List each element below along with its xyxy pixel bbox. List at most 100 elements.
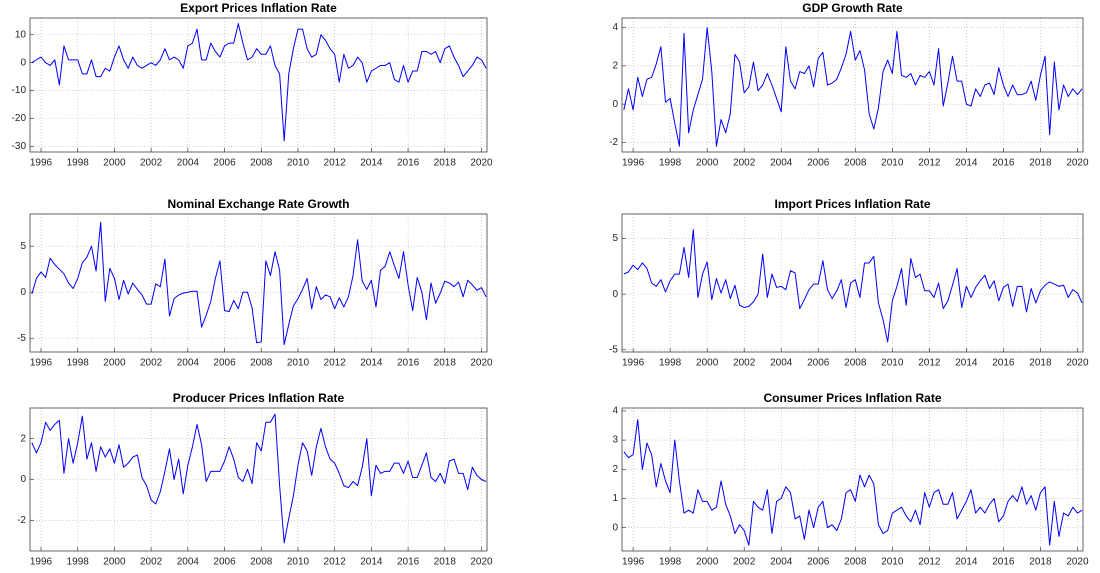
x-tick-label: 2016 [992,557,1015,568]
y-tick-label: 1 [612,493,618,504]
x-tick-label: 2016 [397,557,420,568]
x-tick-label: 2020 [470,358,493,369]
chart-title: Export Prices Inflation Rate [180,1,337,15]
y-tick-label: 5 [20,241,26,252]
x-tick-label: 2000 [103,557,126,568]
x-tick-label: 1998 [659,557,682,568]
x-tick-label: 2004 [177,557,200,568]
x-tick-label: 2002 [733,158,756,169]
y-tick-label: 0 [20,474,26,485]
x-tick-label: 2018 [1029,557,1052,568]
x-tick-label: 2018 [434,158,457,169]
y-tick-label: 0 [612,289,618,300]
x-tick-label: 2008 [844,557,867,568]
series-line [623,229,1083,343]
x-tick-label: 2016 [992,158,1015,169]
axes-box [621,407,1084,552]
y-tick-label: 0 [612,99,618,110]
x-tick-label: 2002 [140,358,163,369]
y-tick-label: -5 [609,344,618,355]
x-tick-label: 2010 [881,158,904,169]
x-tick-label: 2000 [696,358,719,369]
x-tick-label: 2018 [1029,158,1052,169]
x-tick-label: 2000 [696,557,719,568]
x-tick-label: 2014 [955,358,978,369]
x-tick-label: 2006 [807,158,830,169]
y-tick-label: 0 [20,287,26,298]
x-tick-label: 2016 [992,358,1015,369]
y-tick-label: 5 [612,233,618,244]
x-tick-label: 2020 [1066,358,1089,369]
y-tick-label: 2 [612,464,618,475]
x-tick-label: 2006 [213,158,236,169]
x-tick-label: 2010 [287,358,310,369]
x-tick-label: 1998 [659,158,682,169]
axes-box [29,213,488,353]
x-tick-label: 2020 [1066,158,1089,169]
x-tick-label: 2004 [177,158,200,169]
y-tick-label: 0 [612,522,618,533]
x-tick-label: 2020 [1066,557,1089,568]
x-tick-label: 2004 [770,557,793,568]
x-tick-label: 2012 [918,557,941,568]
x-tick-label: 2012 [324,158,347,169]
x-tick-label: 2014 [955,158,978,169]
x-tick-label: 2008 [250,358,273,369]
x-tick-label: 1996 [30,557,53,568]
x-tick-label: 2000 [103,158,126,169]
y-tick-label: 0 [20,57,26,68]
y-tick-label: 2 [612,60,618,71]
x-tick-label: 2008 [250,158,273,169]
x-tick-label: 2018 [434,557,457,568]
y-tick-label: -2 [17,515,26,526]
y-tick-label: 4 [612,22,618,33]
x-tick-label: 2012 [918,158,941,169]
x-tick-label: 2012 [918,358,941,369]
x-tick-label: 1996 [622,557,645,568]
x-tick-label: 2008 [844,358,867,369]
x-tick-label: 1996 [30,358,53,369]
x-tick-label: 2018 [434,358,457,369]
x-tick-label: 1996 [622,158,645,169]
x-tick-label: 1998 [67,358,90,369]
x-tick-label: 2000 [696,158,719,169]
x-tick-label: 1998 [659,358,682,369]
x-tick-label: 2000 [103,358,126,369]
chart-title: Nominal Exchange Rate Growth [167,197,349,211]
x-tick-label: 2006 [213,358,236,369]
x-tick-label: 2012 [324,557,347,568]
x-tick-label: 2006 [213,557,236,568]
series-line [31,413,487,544]
x-tick-label: 2012 [324,358,347,369]
y-tick-label: -10 [12,85,27,96]
y-tick-label: -30 [12,141,27,152]
x-tick-label: 2014 [360,358,383,369]
y-tick-label: -2 [609,137,618,148]
y-tick-label: -20 [12,113,27,124]
x-tick-label: 2010 [881,358,904,369]
x-tick-label: 2004 [177,358,200,369]
x-tick-label: 2006 [807,557,830,568]
x-tick-label: 1998 [67,557,90,568]
x-tick-label: 2002 [140,557,163,568]
chart-title: Consumer Prices Inflation Rate [763,391,941,405]
x-tick-label: 1996 [622,358,645,369]
x-tick-label: 2010 [287,158,310,169]
series-line [31,221,487,346]
x-tick-label: 2014 [360,557,383,568]
x-tick-label: 2002 [733,557,756,568]
x-tick-label: 2014 [360,158,383,169]
x-tick-label: 2006 [807,358,830,369]
chart-title: GDP Growth Rate [802,1,903,15]
x-tick-label: 2020 [470,158,493,169]
series-line [623,419,1083,546]
x-tick-label: 2008 [844,158,867,169]
chart-title: Producer Prices Inflation Rate [173,391,345,405]
series-line [623,27,1083,147]
chart-title: Import Prices Inflation Rate [774,197,930,211]
x-tick-label: 2018 [1029,358,1052,369]
x-tick-label: 2004 [770,358,793,369]
